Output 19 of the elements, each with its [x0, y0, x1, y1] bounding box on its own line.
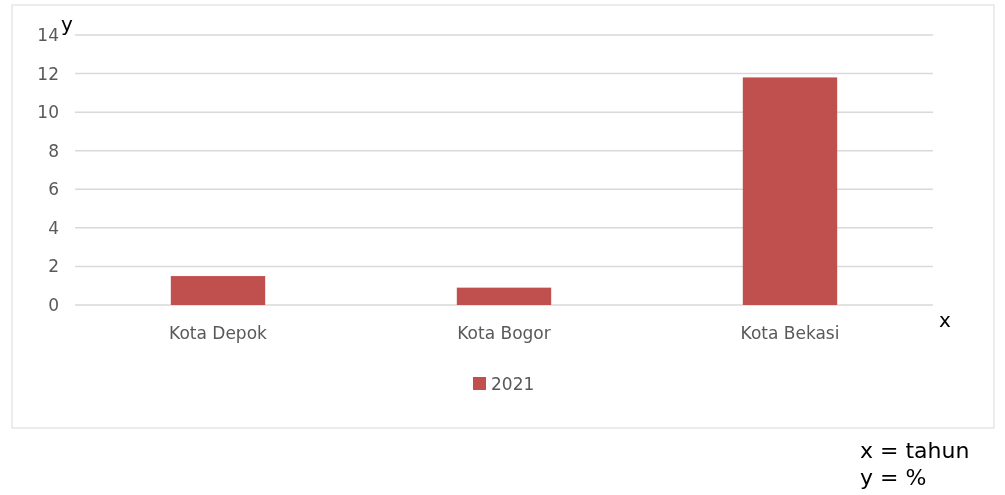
text: y = %	[860, 465, 927, 490]
y-tick-label: 0	[48, 294, 59, 315]
y-tick-label: 8	[48, 140, 59, 161]
bar	[456, 287, 552, 305]
x-tick-label: Kota Depok	[169, 323, 268, 344]
x-tick-label: Kota Bogor	[457, 323, 551, 344]
y-tick-label: 10	[37, 102, 59, 123]
y-tick-label: 14	[37, 24, 59, 45]
x-tick-label: Kota Bekasi	[740, 323, 840, 344]
legend-label: 2021	[491, 374, 535, 394]
y-tick-label: 12	[37, 63, 59, 84]
y-tick-label: 6	[48, 179, 59, 200]
y-axis-title: y	[61, 12, 73, 36]
bar	[742, 77, 838, 305]
text: x = tahun	[860, 438, 970, 463]
bar	[170, 276, 266, 305]
y-tick-label: 2	[48, 256, 59, 277]
y-tick-label: 4	[48, 217, 59, 238]
x-axis-title: x	[939, 308, 951, 332]
